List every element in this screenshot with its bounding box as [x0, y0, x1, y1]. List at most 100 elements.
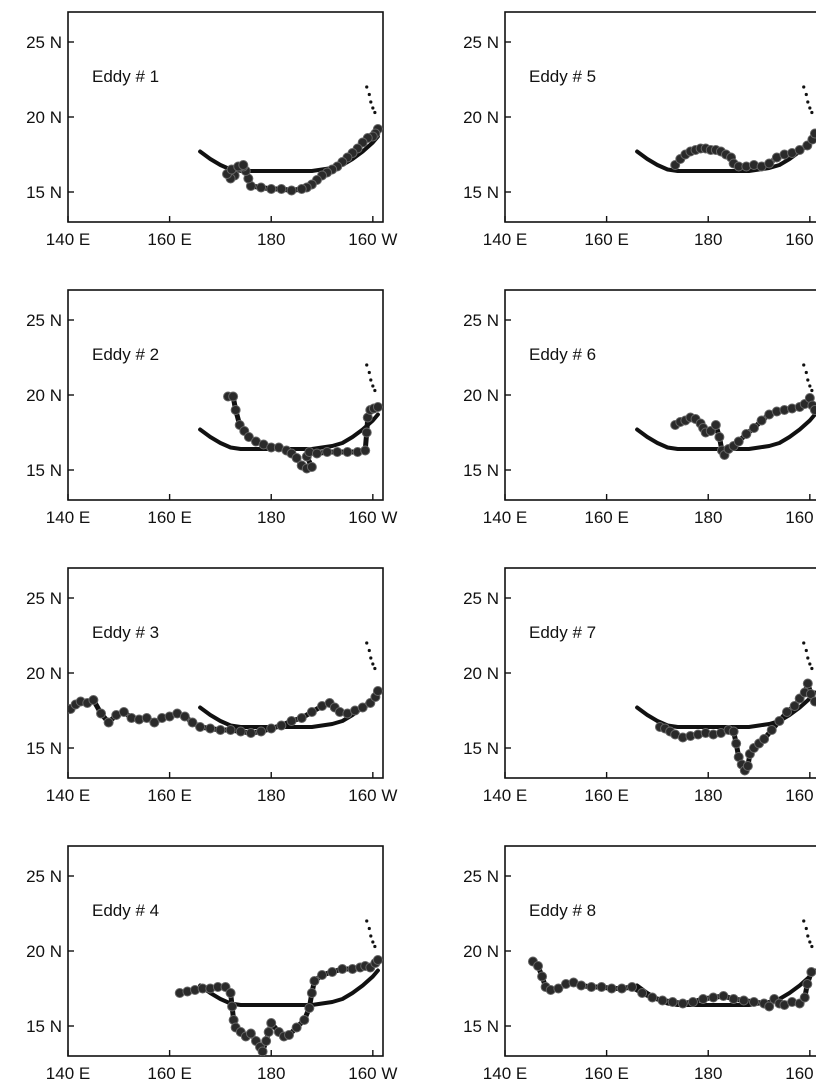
eddy-track-point	[360, 445, 371, 456]
panel-eddy-5: 140 E 160 E 180 160 W 15 N 20 N 25 N Eddy # 5	[463, 11, 816, 249]
eddy-track-point	[714, 432, 725, 442]
eddy-track-point	[299, 1015, 310, 1025]
x-tick-label: 160 E	[584, 508, 628, 527]
x-tick-label: 180	[257, 786, 285, 805]
eddy-track-point	[553, 983, 564, 994]
eddy-track-point	[337, 964, 348, 974]
island-marker	[367, 92, 371, 97]
eddy-track-point	[266, 723, 277, 734]
eddy-track-point	[327, 967, 338, 977]
island-marker	[802, 641, 806, 645]
eddy-track-point	[88, 695, 99, 705]
island-marker	[365, 919, 369, 923]
x-tick-label: 160 E	[147, 1064, 191, 1083]
eddy-track-point	[332, 447, 343, 457]
eddy-track-point	[322, 447, 333, 457]
eddy-track-point	[261, 1036, 272, 1046]
eddy-track-point	[741, 429, 752, 439]
eddy-track-point	[228, 391, 239, 402]
eddy-track-point	[728, 726, 739, 737]
island-marker	[373, 110, 377, 115]
island-marker	[365, 363, 369, 367]
eddy-track-point	[103, 717, 114, 728]
island-marker	[808, 662, 812, 666]
x-tick-label: 140 E	[46, 1064, 90, 1083]
eddy-track-point	[802, 678, 813, 689]
x-tick-label: 160 W	[348, 1064, 397, 1083]
eddy-track-point	[230, 405, 241, 415]
island-marker	[808, 940, 812, 944]
axes-frame	[504, 567, 816, 779]
eddy-track-point	[215, 725, 226, 735]
y-tick-label: 25 N	[26, 867, 62, 886]
island-marker	[804, 926, 808, 931]
eddy-track-point	[179, 711, 190, 722]
x-tick-label: 140 E	[483, 230, 527, 249]
eddy-track-point	[361, 427, 372, 438]
island-marker	[371, 106, 375, 110]
eddy-track-point	[342, 447, 353, 457]
y-tick-label: 25 N	[463, 867, 499, 886]
eddy-track-point	[616, 983, 627, 994]
eddy-track-point	[205, 723, 216, 734]
eddy-track-point	[227, 1001, 238, 1012]
eddy-track-point	[596, 982, 607, 992]
eddy-track-point	[756, 415, 767, 426]
axes-frame	[67, 845, 384, 1057]
island-marker	[367, 648, 371, 653]
x-tick-label: 140 E	[483, 508, 527, 527]
island-marker	[369, 656, 373, 660]
panel-eddy-6: 140 E 160 E 180 160 W 15 N 20 N 25 N Eddy # 6	[463, 289, 816, 527]
eddy-track-point	[809, 405, 816, 415]
x-tick-label: 180	[694, 786, 722, 805]
island-marker	[367, 926, 371, 931]
island-marker	[365, 641, 369, 645]
eddy-track-point	[799, 992, 810, 1003]
x-tick-label: 180	[257, 508, 285, 527]
eddy-track-point	[742, 761, 753, 771]
eddy-track-point	[263, 1027, 274, 1037]
eddy-track-point	[627, 982, 638, 992]
eddy-track-point	[809, 128, 816, 139]
y-tick-label: 25 N	[463, 311, 499, 330]
eddy-track-point	[187, 717, 198, 728]
x-tick-label: 160 E	[147, 786, 191, 805]
y-tick-label: 20 N	[463, 386, 499, 405]
eddy-track-point	[774, 716, 785, 726]
y-tick-label: 20 N	[26, 942, 62, 961]
eddy-track-point	[764, 158, 775, 169]
eddy-track-point	[687, 997, 698, 1007]
x-tick-label: 160 W	[348, 786, 397, 805]
panel-eddy-7: 140 E 160 E 180 160 W 15 N 20 N 25 N Eddy # 7	[463, 567, 816, 805]
island-marker	[369, 100, 373, 104]
eddy-track-point	[759, 734, 770, 744]
island-marker	[367, 370, 371, 375]
x-tick-label: 140 E	[46, 786, 90, 805]
y-tick-label: 15 N	[26, 1017, 62, 1036]
eddy-track-point	[149, 717, 160, 728]
y-tick-label: 15 N	[463, 739, 499, 758]
eddy-track-point	[357, 702, 368, 713]
eddy-track-point	[96, 708, 107, 719]
y-tick-label: 20 N	[26, 108, 62, 127]
panel-title: Eddy # 7	[529, 623, 596, 642]
eddy-track-point	[291, 453, 302, 463]
y-tick-label: 25 N	[26, 589, 62, 608]
island-marker	[371, 940, 375, 944]
eddy-track-point	[533, 961, 544, 971]
y-tick-label: 20 N	[463, 942, 499, 961]
y-tick-label: 25 N	[26, 33, 62, 52]
panel-eddy-8: 140 E 160 E 180 160 W 15 N 20 N 25 N Eddy # 8	[463, 845, 816, 1083]
axes-frame	[67, 11, 384, 223]
eddy-track-point	[311, 448, 322, 459]
y-tick-label: 15 N	[463, 1017, 499, 1036]
y-tick-label: 20 N	[26, 386, 62, 405]
island-marker	[810, 110, 814, 115]
island-marker	[808, 106, 812, 110]
eddy-track-point	[141, 713, 152, 723]
eddy-track-point	[809, 696, 816, 707]
eddy-track-point	[738, 995, 749, 1006]
eddy-track-point	[537, 971, 548, 982]
y-tick-label: 20 N	[26, 664, 62, 683]
